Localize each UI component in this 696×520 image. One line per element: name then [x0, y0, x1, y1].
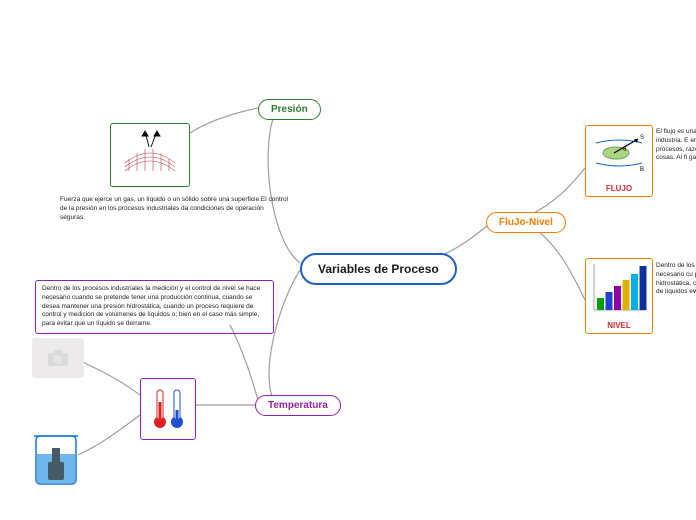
nivel-thumb: NIVEL	[585, 258, 653, 334]
svg-text:B: B	[640, 167, 644, 173]
presion-image	[110, 123, 190, 187]
flujo-text: El flujo es una de las más medidas en la…	[656, 128, 696, 163]
center-node[interactable]: Variables de Proceso	[300, 253, 457, 285]
flujo-thumb: S B θ FLUJO	[585, 125, 653, 197]
nivel-text: Dentro de los procesos inc nivel se hace…	[656, 262, 696, 297]
node-temperatura[interactable]: Temperatura	[255, 395, 341, 416]
beaker-image	[28, 428, 84, 495]
svg-text:S: S	[640, 135, 644, 141]
node-presion[interactable]: Presión	[258, 99, 321, 120]
flujo-title: FLUJO	[589, 184, 649, 193]
temperatura-text: Dentro de los procesos industriales la m…	[35, 280, 274, 334]
nivel-title: NIVEL	[589, 321, 649, 330]
node-flujo-nivel[interactable]: FluJo-Nivel	[486, 212, 566, 233]
camera-placeholder-icon	[32, 338, 84, 378]
thermometers-image	[140, 378, 196, 440]
presion-text: Fuerza que ejerce un gas, un líquido o u…	[60, 196, 290, 222]
